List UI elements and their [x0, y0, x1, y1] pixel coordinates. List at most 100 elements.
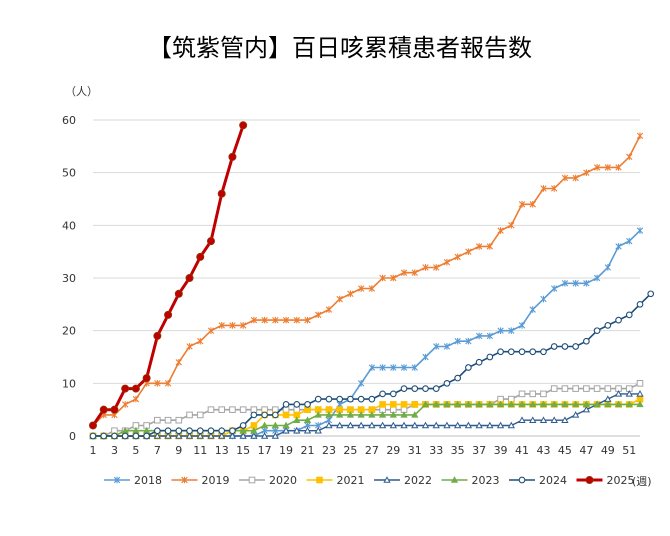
data-point: [583, 169, 590, 176]
data-point: [368, 421, 376, 429]
data-point: [153, 331, 162, 340]
legend-label: 2020: [269, 474, 297, 487]
data-point: [432, 400, 440, 408]
data-point: [325, 306, 333, 313]
data-point: [529, 306, 536, 313]
data-point: [314, 426, 322, 434]
data-point: [260, 421, 269, 429]
data-point: [304, 316, 311, 324]
data-point: [421, 400, 430, 408]
data-point: [229, 427, 236, 435]
data-point: [228, 432, 237, 439]
data-point: [411, 421, 419, 429]
data-point: [271, 411, 279, 419]
data-point: [486, 353, 494, 361]
chart-title: 【筑紫管内】百日咳累積患者報告数: [148, 34, 532, 62]
series-2018: [89, 227, 644, 440]
data-point: [529, 200, 536, 208]
data-point: [218, 406, 226, 413]
data-point: [432, 421, 440, 429]
data-point: [131, 384, 140, 393]
data-point: [497, 327, 504, 334]
legend-label: 2019: [202, 474, 230, 487]
data-point: [593, 274, 601, 282]
data-point: [625, 390, 633, 397]
x-tick-label: 39: [494, 444, 508, 457]
data-point: [529, 348, 537, 356]
data-point: [636, 227, 644, 234]
data-point: [475, 358, 483, 366]
data-point: [239, 422, 247, 429]
data-point: [132, 395, 140, 403]
y-tick-label: 50: [62, 167, 76, 180]
data-point: [626, 237, 633, 245]
y-tick-label: 10: [62, 377, 76, 390]
data-point: [572, 343, 579, 350]
data-point: [636, 300, 644, 308]
data-point: [551, 185, 558, 192]
data-point: [239, 322, 247, 329]
data-point: [390, 401, 397, 408]
data-point: [389, 390, 397, 398]
data-point: [206, 237, 215, 246]
data-point: [561, 416, 569, 423]
legend-item: 2020: [239, 474, 297, 487]
data-point: [272, 316, 279, 324]
data-point: [379, 274, 386, 282]
data-point: [175, 427, 183, 435]
data-point: [174, 289, 183, 298]
data-point: [336, 411, 344, 418]
data-point: [604, 400, 612, 408]
data-point: [496, 400, 505, 408]
data-point: [486, 400, 494, 408]
data-point: [357, 285, 365, 292]
data-point: [582, 405, 591, 413]
series-2021: [89, 395, 644, 440]
data-point: [293, 426, 301, 434]
data-point: [282, 426, 290, 434]
data-point: [400, 385, 408, 392]
legend-label: 2022: [404, 474, 432, 487]
data-point: [507, 421, 515, 429]
legend-label: 2021: [337, 474, 365, 487]
data-point: [432, 385, 440, 392]
data-point: [400, 411, 408, 418]
data-point: [390, 364, 397, 371]
x-tick-label: 5: [132, 444, 139, 457]
data-point: [433, 343, 440, 350]
data-point: [411, 364, 418, 371]
data-point: [293, 416, 301, 423]
data-point: [239, 121, 248, 130]
data-point: [604, 385, 612, 392]
legend-item: 2022: [374, 474, 432, 487]
data-point: [121, 432, 129, 440]
x-tick-label: 27: [365, 444, 379, 457]
x-tick-label: 37: [472, 444, 486, 457]
data-point: [239, 406, 247, 413]
data-point: [218, 322, 225, 329]
data-point: [486, 243, 494, 250]
data-point: [465, 248, 472, 255]
data-point: [357, 395, 365, 403]
data-point: [507, 400, 515, 408]
y-unit-label: （人）: [65, 85, 98, 98]
data-point: [454, 337, 461, 345]
data-point: [539, 400, 548, 408]
data-point: [593, 400, 601, 408]
data-point: [571, 411, 580, 418]
data-point: [121, 401, 129, 408]
data-point: [316, 476, 323, 484]
data-point: [250, 411, 258, 419]
data-point: [325, 411, 333, 418]
x-tick-label: 7: [154, 444, 161, 457]
legend-label: 2023: [472, 474, 500, 487]
data-point: [454, 374, 462, 382]
data-point: [421, 421, 430, 429]
data-point: [248, 476, 256, 484]
x-tick-label: 15: [236, 444, 250, 457]
data-point: [583, 337, 590, 345]
series-2019: [89, 132, 644, 429]
data-point: [561, 385, 569, 392]
data-point: [454, 421, 462, 429]
x-tick-label: 35: [451, 444, 465, 457]
